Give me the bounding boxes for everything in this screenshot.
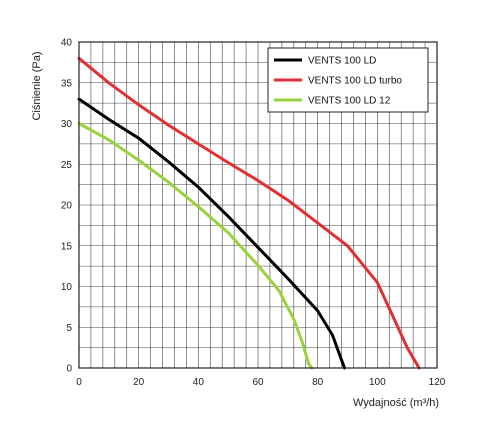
x-tick-label: 40 xyxy=(193,377,205,388)
y-tick-label: 15 xyxy=(61,241,73,252)
plot-frame xyxy=(78,41,438,369)
legend-label: VENTS 100 LD turbo xyxy=(308,76,402,87)
series-line-2 xyxy=(77,56,421,370)
chart-series xyxy=(77,56,421,370)
plot-border xyxy=(78,41,438,369)
y-tick-label: 5 xyxy=(66,323,72,334)
y-tick-label: 0 xyxy=(66,364,72,375)
series-line-3 xyxy=(77,122,314,370)
series-line-1 xyxy=(77,97,346,370)
y-tick-label: 10 xyxy=(61,282,73,293)
y-tick-label: 35 xyxy=(61,78,73,89)
x-tick-label: 0 xyxy=(76,377,82,388)
x-tick-label: 80 xyxy=(312,377,324,388)
legend-label: VENTS 100 LD 12 xyxy=(308,96,391,107)
x-tick-label: 100 xyxy=(369,377,386,388)
x-tick-label: 60 xyxy=(252,377,264,388)
chart-grid xyxy=(79,42,437,368)
x-tick-label: 120 xyxy=(429,377,446,388)
x-axis-title: Wydajność (m³/h) xyxy=(353,397,439,409)
y-tick-label: 40 xyxy=(61,38,73,49)
y-tick-label: 25 xyxy=(61,160,73,171)
legend-label: VENTS 100 LD xyxy=(308,56,376,67)
x-tick-label: 20 xyxy=(133,377,145,388)
y-axis-title: Ciśnienie (Pa) xyxy=(31,51,43,120)
tick-labels: 0 20 40 60 80 100 120 0 5 10 15 20 25 30 35 40 xyxy=(61,38,446,389)
chart-legend: VENTS 100 LD VENTS 100 LD turbo VENTS 100 … xyxy=(267,47,429,113)
y-tick-label: 30 xyxy=(61,119,73,130)
y-tick-label: 20 xyxy=(61,201,73,212)
